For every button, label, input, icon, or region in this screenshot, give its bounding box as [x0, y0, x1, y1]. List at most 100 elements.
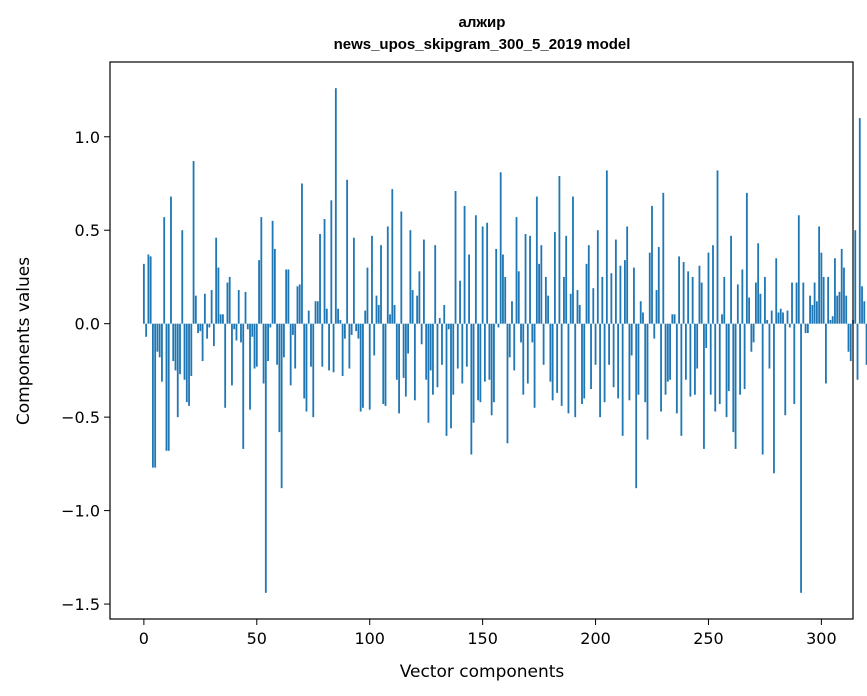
- bar-119: [411, 290, 414, 324]
- bar-75: [312, 323, 315, 418]
- bar-33: [217, 267, 220, 324]
- bar-307: [836, 295, 839, 324]
- bar-255: [718, 323, 721, 405]
- bar-252: [712, 245, 714, 324]
- bar-270: [752, 323, 755, 343]
- bar-233: [669, 323, 671, 380]
- bar-151: [483, 323, 486, 382]
- bar-9: [163, 217, 166, 324]
- bar-173: [533, 323, 536, 408]
- bar-261: [732, 323, 735, 433]
- bar-225: [651, 205, 653, 324]
- bar-285: [786, 310, 789, 324]
- bar-124: [423, 239, 425, 324]
- bar-57: [271, 220, 274, 324]
- bar-245: [696, 323, 699, 369]
- bar-178: [544, 276, 547, 324]
- bar-169: [524, 233, 527, 324]
- bar-108: [386, 226, 389, 324]
- bar-308: [838, 291, 841, 324]
- bar-78: [319, 233, 321, 324]
- bar-86: [337, 308, 339, 324]
- bar-215: [628, 323, 631, 401]
- bar-172: [531, 323, 534, 343]
- bar-136: [450, 323, 452, 429]
- bar-209: [614, 239, 617, 324]
- bar-191: [574, 323, 577, 418]
- bar-190: [572, 196, 574, 324]
- bar-55: [267, 323, 269, 362]
- bar-218: [635, 323, 638, 489]
- bar-289: [795, 282, 798, 324]
- bar-240: [684, 323, 687, 380]
- bar-259: [727, 323, 730, 391]
- bar-205: [605, 170, 608, 324]
- bar-204: [603, 323, 606, 403]
- bar-318: [861, 286, 863, 324]
- bars-group: [142, 88, 867, 593]
- bar-238: [680, 323, 683, 436]
- bar-120: [413, 323, 416, 401]
- bar-317: [858, 118, 861, 324]
- bar-53: [262, 323, 265, 384]
- y-tick-label-4: 0.5: [75, 221, 100, 240]
- bar-37: [226, 282, 229, 324]
- bar-291: [800, 323, 802, 593]
- bar-303: [827, 276, 830, 324]
- bar-32: [215, 237, 218, 324]
- bar-74: [310, 323, 312, 367]
- bar-206: [608, 323, 610, 365]
- bar-71: [303, 323, 306, 399]
- bar-253: [714, 323, 717, 412]
- bar-104: [377, 304, 380, 324]
- bar-163: [511, 301, 513, 324]
- bar-82: [328, 323, 330, 371]
- bar-115: [402, 323, 405, 378]
- bar-152: [486, 222, 489, 324]
- bar-217: [633, 267, 635, 324]
- bar-213: [624, 260, 626, 324]
- bar-142: [463, 205, 466, 324]
- bar-201: [596, 230, 599, 324]
- bar-22: [192, 161, 195, 324]
- bar-187: [565, 235, 568, 324]
- bar-295: [809, 295, 811, 324]
- bar-87: [339, 319, 342, 324]
- bar-159: [502, 254, 504, 324]
- bar-288: [793, 323, 796, 405]
- bar-161: [506, 323, 509, 444]
- bar-24: [197, 323, 199, 334]
- x-tick-label-250: 250: [693, 629, 724, 648]
- bar-17: [181, 230, 184, 324]
- bar-16: [179, 323, 181, 375]
- bar-126: [427, 323, 430, 423]
- bar-165: [515, 217, 518, 324]
- bar-77: [316, 301, 319, 324]
- bar-235: [673, 314, 676, 324]
- bar-279: [773, 323, 775, 474]
- bar-23: [194, 295, 197, 324]
- bar-171: [529, 235, 531, 324]
- bar-237: [678, 256, 681, 324]
- bar-112: [395, 323, 398, 380]
- bar-244: [694, 323, 696, 395]
- bar-137: [452, 323, 455, 395]
- bar-130: [436, 323, 439, 388]
- bar-271: [754, 282, 757, 324]
- bar-50: [255, 323, 258, 367]
- bar-184: [558, 176, 561, 324]
- bar-31: [212, 323, 215, 347]
- bar-210: [617, 323, 620, 399]
- bar-128: [432, 323, 434, 395]
- bar-236: [675, 323, 678, 414]
- plot-frame: [109, 61, 854, 620]
- bar-36: [224, 323, 227, 408]
- bar-44: [242, 323, 245, 449]
- y-tick-label-0: −1.5: [61, 595, 100, 614]
- bar-117: [407, 323, 410, 354]
- bar-58: [273, 248, 276, 324]
- bar-268: [748, 297, 751, 324]
- bar-246: [698, 265, 701, 324]
- bar-290: [797, 215, 800, 324]
- bar-69: [298, 284, 301, 324]
